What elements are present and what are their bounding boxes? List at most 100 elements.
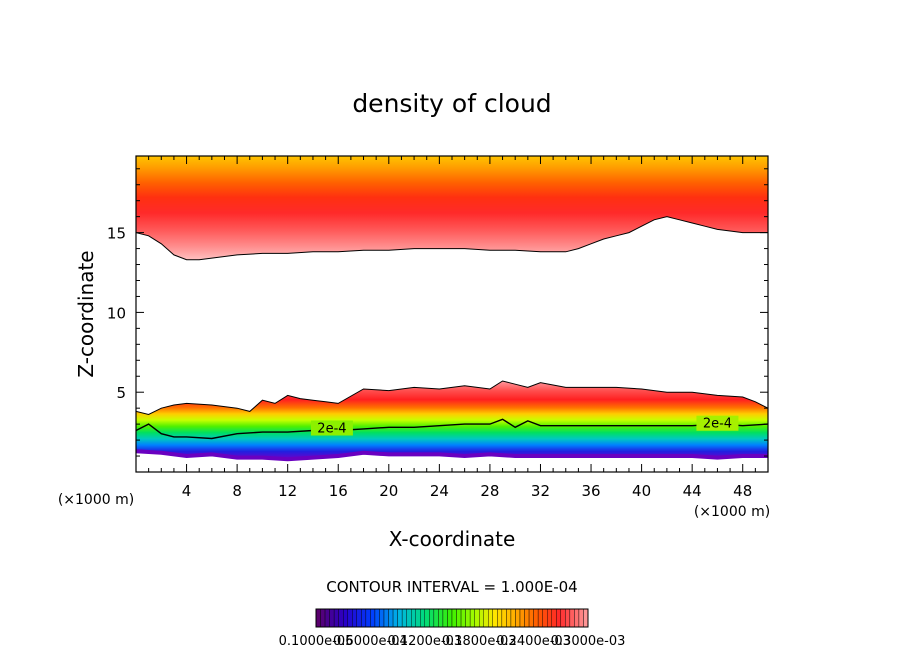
colorbar-band: [515, 608, 521, 628]
lower-cloud-field: [136, 381, 768, 460]
colorbar-band: [374, 608, 380, 628]
colorbar-label: 0.1800e-03: [442, 634, 517, 649]
x-tick-label: 4: [182, 482, 192, 500]
x-tick-label: 36: [581, 482, 600, 500]
x-unit-left: (×1000 m): [58, 492, 134, 508]
colorbar-band: [578, 608, 584, 628]
colorbar-band: [415, 608, 421, 628]
upper-cloud-base-contour: [136, 216, 768, 261]
colorbar-band: [352, 608, 357, 628]
x-tick-label: 44: [683, 482, 702, 500]
colorbar-band: [365, 608, 371, 628]
colorbar: [315, 608, 589, 628]
chart-title: density of cloud: [352, 89, 551, 118]
colorbar-label: 0.1000e-05: [279, 634, 354, 649]
x-tick-label: 40: [632, 482, 651, 500]
contour-label: 2e-4: [703, 417, 732, 432]
colorbar-band: [347, 608, 353, 628]
colorbar-band: [574, 608, 580, 628]
colorbar-band: [383, 608, 389, 628]
contour-label-bg: [310, 420, 353, 436]
colorbar-band: [488, 608, 493, 628]
colorbar-band: [411, 608, 416, 628]
contour-label: 2e-4: [317, 422, 346, 437]
colorbar-band: [356, 608, 362, 628]
x-tick-label: 8: [232, 482, 242, 500]
colorbar-band: [483, 608, 489, 628]
y-tick-label: 5: [116, 384, 126, 402]
colorbar-band: [442, 608, 448, 628]
lower-cloud-base-edge: [136, 449, 768, 462]
lower-cloud-top-contour: [136, 380, 768, 416]
x-tick-label: 24: [430, 482, 449, 500]
colorbar-band: [510, 608, 516, 628]
colorbar-band: [492, 608, 498, 628]
colorbar-band: [469, 608, 475, 628]
contour-2e-4-line: [136, 418, 768, 440]
colorbar-band: [401, 608, 407, 628]
colorbar-label: 0.6000e-04: [333, 634, 408, 649]
x-tick-label: 20: [379, 482, 398, 500]
upper-cloud-field: [136, 156, 768, 260]
y-axis-label: Z-coordinate: [74, 250, 98, 377]
colorbar-band: [388, 608, 394, 628]
colorbar-frame: [315, 608, 589, 628]
colorbar-band: [379, 608, 385, 628]
colorbar-band: [556, 608, 561, 628]
x-tick-label: 48: [733, 482, 752, 500]
colorbar-band: [370, 608, 376, 628]
contour-interval: CONTOUR INTERVAL = 1.000E-04: [326, 578, 577, 596]
colorbar-band: [565, 608, 571, 628]
colorbar-band: [497, 608, 503, 628]
y-tick-label: 15: [107, 225, 126, 243]
colorbar-band: [460, 608, 466, 628]
colorbar-band: [338, 608, 344, 628]
x-tick-label: 16: [329, 482, 348, 500]
colorbar-band: [506, 608, 512, 628]
colorbar-band: [424, 608, 430, 628]
colorbar-band: [329, 608, 335, 628]
colorbar-band: [451, 608, 457, 628]
colorbar-band: [519, 608, 525, 628]
colorbar-band: [583, 608, 589, 628]
colorbar-band: [547, 608, 552, 628]
x-tick-label: 28: [480, 482, 499, 500]
colorbar-band: [433, 608, 439, 628]
colorbar-band: [542, 608, 548, 628]
colorbar-band: [501, 608, 507, 628]
colorbar-band: [528, 608, 534, 628]
colorbar-label: 0.1200e-03: [387, 634, 462, 649]
colorbar-band: [465, 608, 471, 628]
x-tick-label: 12: [278, 482, 297, 500]
y-tick-label: 10: [107, 304, 126, 322]
colorbar-band: [533, 608, 539, 628]
colorbar-band: [479, 608, 484, 628]
colorbar-band: [569, 608, 575, 628]
colorbar-band: [524, 608, 530, 628]
colorbar-band: [474, 608, 480, 628]
x-axis-label: X-coordinate: [389, 527, 516, 551]
colorbar-band: [420, 608, 425, 628]
x-tick-label: 32: [531, 482, 550, 500]
colorbar-band: [397, 608, 403, 628]
colorbar-band: [324, 608, 330, 628]
colorbar-band: [406, 608, 412, 628]
plot-area: 2e-4 2e-4: [136, 156, 768, 462]
colorbar-band: [537, 608, 543, 628]
colorbar-band: [315, 608, 321, 628]
colorbar-band: [392, 608, 398, 628]
colorbar-band: [447, 608, 453, 628]
colorbar-band: [560, 608, 566, 628]
colorbar-band: [343, 608, 348, 628]
colorbar-band: [320, 608, 326, 628]
colorbar-label: 0.3000e-03: [551, 634, 626, 649]
colorbar-band: [456, 608, 462, 628]
colorbar-band: [361, 608, 367, 628]
colorbar-band: [333, 608, 339, 628]
contour-label-bg: [696, 415, 739, 431]
colorbar-band: [429, 608, 435, 628]
colorbar-label: 0.2400e-03: [496, 634, 571, 649]
colorbar-band: [551, 608, 557, 628]
x-unit-right: (×1000 m): [694, 504, 770, 520]
